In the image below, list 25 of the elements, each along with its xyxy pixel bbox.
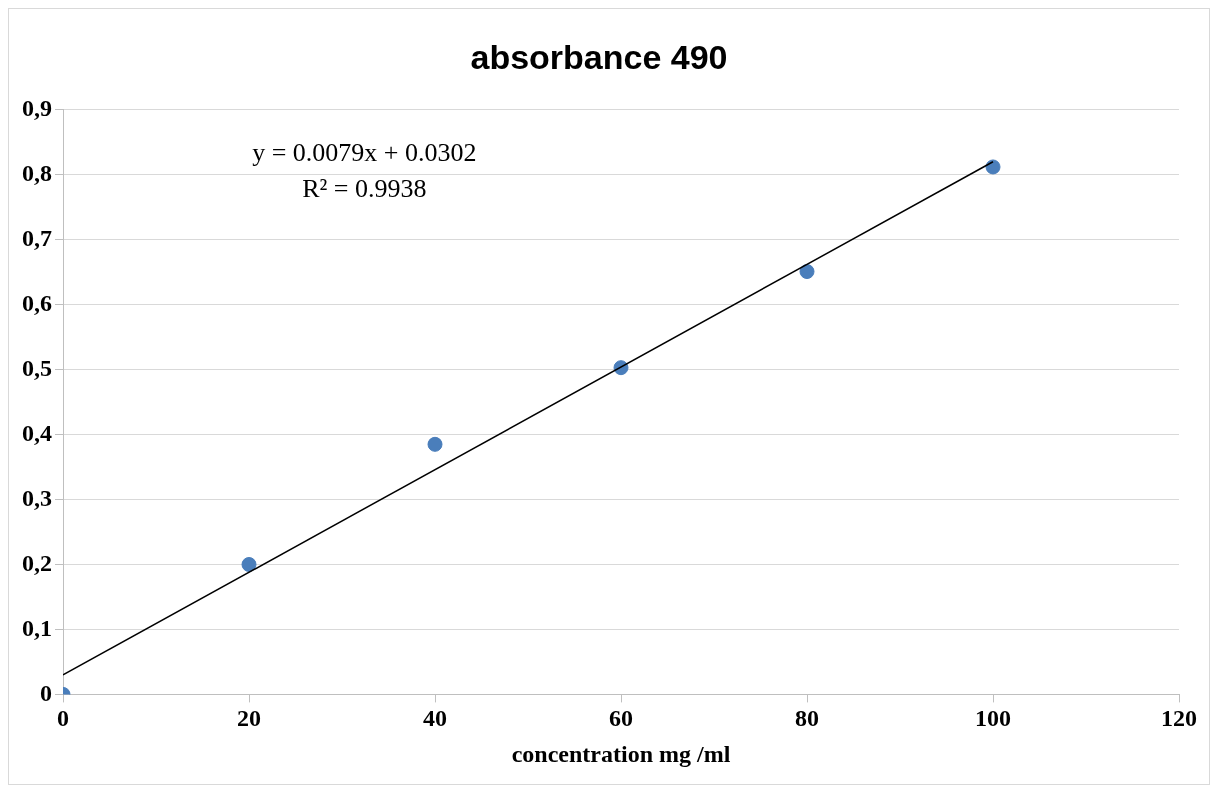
- annotation: R² = 0.9938: [302, 173, 427, 203]
- x-tick-label: 120: [1161, 705, 1197, 731]
- x-tick-label: 60: [609, 705, 633, 731]
- point: [241, 556, 257, 572]
- y-tick-label: 0,7: [22, 224, 52, 251]
- x-tick-label: 80: [795, 705, 819, 731]
- y-tick-label: 0,1: [22, 614, 52, 641]
- x-tick-label: 100: [975, 705, 1011, 731]
- y-tick-label: 0,6: [22, 289, 52, 316]
- point: [985, 159, 1001, 175]
- y-tick-label: 0,9: [22, 95, 52, 121]
- y-tick-label: 0,3: [22, 484, 52, 511]
- annotation: y = 0.0079x + 0.0302: [252, 137, 477, 167]
- x-tick-label: 40: [423, 705, 447, 731]
- y-tick-label: 0,8: [22, 159, 52, 186]
- y-tick-label: 0,4: [22, 419, 52, 446]
- y-tick-label: 0,5: [22, 354, 52, 381]
- x-tick-label: 20: [237, 705, 261, 731]
- chart-title: absorbance 490: [470, 37, 728, 76]
- y-tick-label: 0,2: [22, 549, 52, 576]
- point: [427, 436, 443, 452]
- x-axis-title: concentration mg /ml: [511, 740, 731, 767]
- y-tick-label: 0: [40, 679, 52, 706]
- point: [799, 264, 815, 280]
- x-tick-label: 0: [57, 705, 69, 731]
